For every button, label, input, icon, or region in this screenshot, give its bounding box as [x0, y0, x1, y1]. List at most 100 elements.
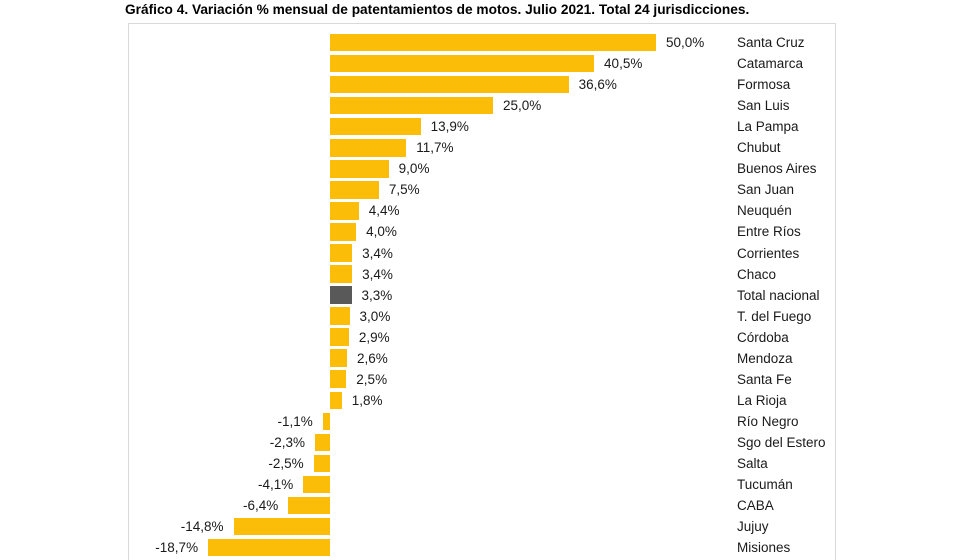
category-label: Río Negro [737, 413, 799, 429]
category-label: T. del Fuego [737, 308, 812, 324]
chart-row: 36,6% Formosa [129, 74, 835, 95]
bar [330, 54, 595, 73]
chart-row: 4,4% Neuquén [129, 200, 835, 221]
bar [330, 391, 342, 410]
chart-row: 4,0% Entre Ríos [129, 221, 835, 242]
value-label: -2,3% [269, 434, 306, 450]
category-label: Sgo del Estero [737, 434, 826, 450]
bar [330, 33, 656, 52]
bar [330, 159, 389, 178]
chart-row: -4,1% Tucumán [129, 474, 835, 495]
category-label: Buenos Aires [737, 161, 817, 177]
bar [208, 538, 330, 557]
value-label: 4,0% [366, 224, 397, 240]
value-label: 7,5% [388, 182, 420, 198]
category-label: La Pampa [737, 119, 799, 135]
bar-rows-container: 50,0% Santa Cruz 40,5% Catamarca 36,6% Formos… [129, 32, 835, 560]
bar [330, 265, 353, 283]
bar [330, 349, 347, 368]
chart-row: -6,4% CABA [129, 495, 835, 516]
bar [330, 370, 347, 389]
value-label: 2,9% [358, 329, 390, 345]
bar [330, 307, 350, 325]
bar [330, 181, 379, 199]
bar [322, 412, 330, 431]
chart-row: -14,8% Jujuy [129, 516, 835, 537]
category-label: San Luis [737, 98, 790, 114]
category-label: Jujuy [737, 519, 769, 535]
chart-row: 3,4% Corrientes [129, 243, 835, 264]
value-label: 2,6% [356, 350, 388, 366]
chart-row: 7,5% San Juan [129, 179, 835, 200]
value-label: -6,4% [243, 498, 279, 514]
value-label: 1,8% [351, 392, 383, 408]
chart-row: -18,7% Misiones [129, 537, 835, 558]
bar [288, 496, 330, 515]
category-label: Chaco [737, 266, 777, 282]
chart-row: 11,7% Chubut [129, 137, 835, 158]
value-label: 2,5% [356, 371, 388, 387]
value-label: 50,0% [666, 35, 705, 50]
chart-row: 25,0% San Luis [129, 95, 835, 116]
bar [233, 517, 330, 536]
chart-plot-area: 50,0% Santa Cruz 40,5% Catamarca 36,6% Formos… [128, 23, 836, 560]
chart-row: 2,5% Santa Fe [129, 369, 835, 390]
category-label: Tucumán [737, 477, 793, 493]
bar [330, 223, 357, 241]
bar [315, 433, 330, 452]
chart-row: 1,8% La Rioja [129, 390, 835, 411]
category-label: Corrientes [737, 245, 800, 261]
bar [330, 244, 353, 262]
bar [330, 202, 359, 220]
category-label: San Juan [737, 182, 795, 198]
chart-title: Gráfico 4. Variación % mensual de patent… [125, 2, 750, 17]
bar [303, 475, 330, 494]
category-label: Chubut [737, 140, 781, 156]
category-label: CABA [737, 498, 774, 514]
category-label: Total nacional [737, 287, 820, 303]
category-label: Misiones [737, 540, 791, 556]
chart-row: 2,6% Mendoza [129, 348, 835, 369]
bar-total-nacional [330, 286, 352, 304]
chart-row: 9,0% Buenos Aires [129, 158, 835, 179]
value-label: -18,7% [155, 540, 199, 556]
category-label: Córdoba [737, 329, 789, 345]
value-label: 3,0% [359, 308, 391, 324]
chart-row: 3,3% Total nacional [129, 285, 835, 306]
value-label: 25,0% [503, 98, 542, 114]
value-label: 3,4% [362, 245, 393, 261]
value-label: 36,6% [578, 77, 617, 93]
bar [330, 117, 421, 136]
chart-row: -2,3% Sgo del Estero [129, 432, 835, 453]
value-label: 9,0% [398, 161, 430, 177]
chart-row: 2,9% Córdoba [129, 327, 835, 348]
bar [330, 328, 349, 346]
category-label: Santa Fe [737, 371, 792, 387]
chart-row: -1,1% Río Negro [129, 411, 835, 432]
bar [330, 75, 569, 94]
chart-row: 13,9% La Pampa [129, 116, 835, 137]
value-label: -4,1% [258, 477, 294, 493]
chart-row: -2,5% Salta [129, 453, 835, 474]
value-label: 40,5% [604, 56, 643, 72]
category-label: Catamarca [737, 56, 804, 72]
category-label: Mendoza [737, 350, 793, 366]
value-label: -2,5% [268, 456, 304, 471]
chart-row: 50,0% Santa Cruz [129, 32, 835, 53]
category-label: Salta [737, 456, 768, 471]
category-label: La Rioja [737, 392, 787, 408]
category-label: Neuquén [737, 203, 792, 219]
bar [330, 138, 407, 157]
value-label: 3,4% [362, 266, 393, 282]
value-label: 4,4% [368, 203, 400, 219]
chart-row: 40,5% Catamarca [129, 53, 835, 74]
value-label: 13,9% [430, 119, 469, 135]
category-label: Santa Cruz [737, 35, 805, 50]
category-label: Entre Ríos [737, 224, 801, 240]
category-label: Formosa [737, 77, 791, 93]
value-label: 3,3% [361, 287, 393, 303]
chart-row: 3,4% Chaco [129, 264, 835, 285]
value-label: -14,8% [180, 519, 224, 535]
chart-row: 3,0% T. del Fuego [129, 306, 835, 327]
